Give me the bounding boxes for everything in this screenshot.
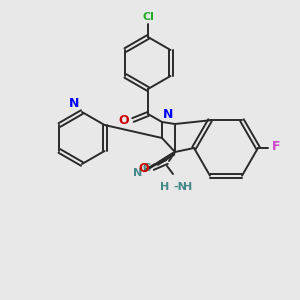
Text: Cl: Cl <box>142 12 154 22</box>
Text: H: H <box>160 182 169 192</box>
Text: F: F <box>272 140 281 152</box>
Text: H: H <box>183 182 192 192</box>
Text: N: N <box>69 97 79 110</box>
Text: N: N <box>133 168 142 178</box>
Text: -N: -N <box>173 182 187 192</box>
Text: O: O <box>118 113 129 127</box>
Text: C: C <box>143 163 151 173</box>
Text: O: O <box>138 163 149 176</box>
Text: N: N <box>163 108 173 121</box>
